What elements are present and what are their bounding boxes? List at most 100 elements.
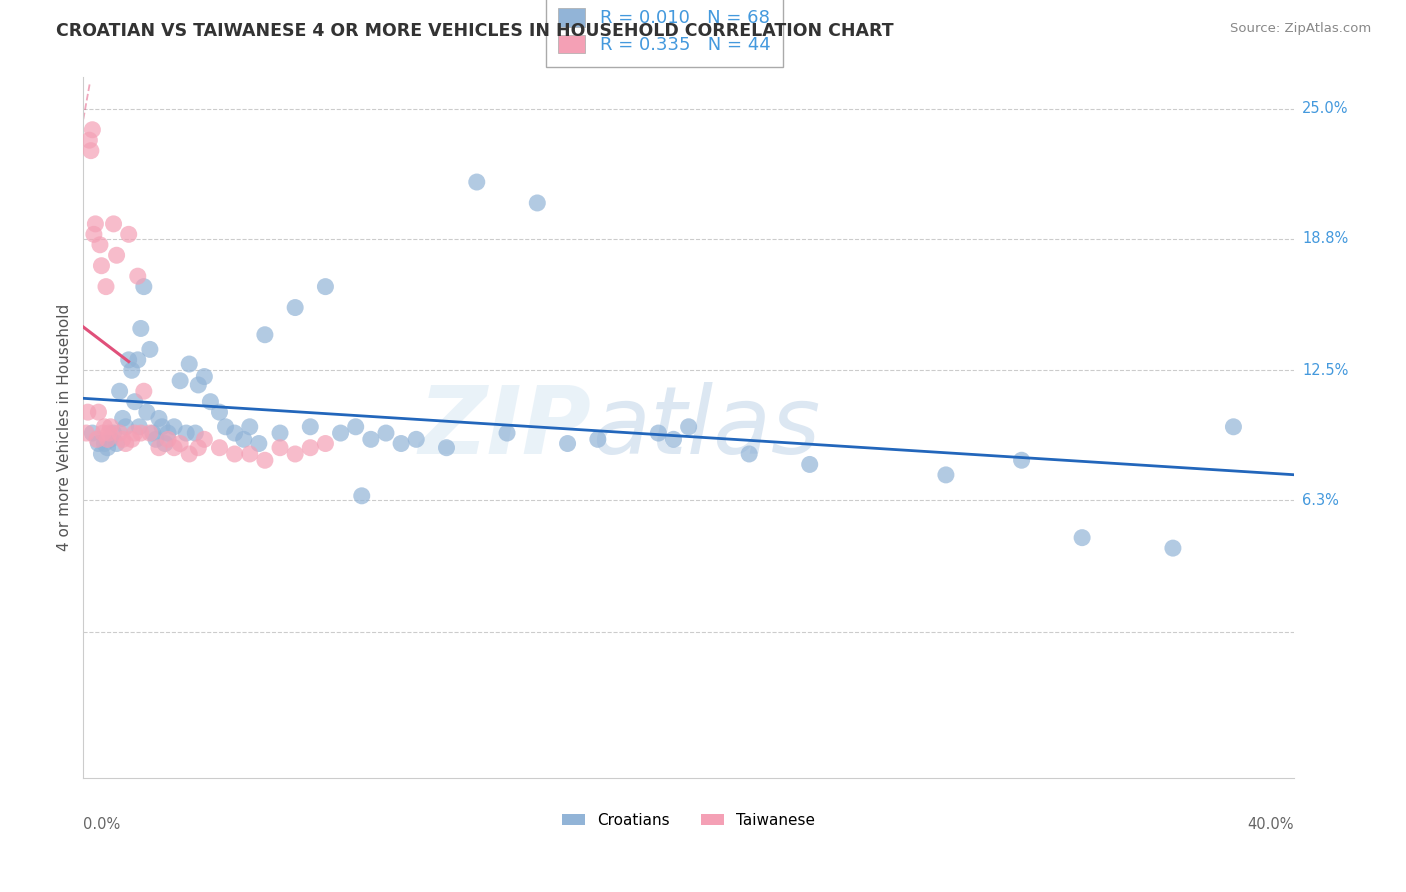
Legend: Croatians, Taiwanese: Croatians, Taiwanese xyxy=(557,806,821,834)
Point xyxy=(105,436,128,450)
Point xyxy=(129,321,152,335)
Text: atlas: atlas xyxy=(592,383,820,474)
Point xyxy=(111,433,134,447)
Point xyxy=(121,433,143,447)
Point xyxy=(269,441,291,455)
Point xyxy=(108,425,131,440)
Point xyxy=(127,352,149,367)
Point xyxy=(269,425,291,440)
Point xyxy=(314,436,336,450)
Point xyxy=(128,419,150,434)
Point xyxy=(90,259,112,273)
Point xyxy=(935,467,957,482)
Text: 12.5%: 12.5% xyxy=(1302,363,1348,378)
Point xyxy=(163,441,186,455)
Point xyxy=(80,144,103,158)
Point xyxy=(208,441,231,455)
Point xyxy=(124,394,146,409)
Point xyxy=(84,217,107,231)
Point xyxy=(496,425,519,440)
Point xyxy=(465,175,488,189)
Point xyxy=(82,425,104,440)
Point xyxy=(187,441,209,455)
Point xyxy=(389,436,412,450)
Point xyxy=(150,419,173,434)
Point xyxy=(100,419,122,434)
Point xyxy=(82,122,104,136)
Text: ZIP: ZIP xyxy=(419,382,592,474)
Y-axis label: 4 or more Vehicles in Household: 4 or more Vehicles in Household xyxy=(58,304,72,551)
Point xyxy=(86,433,108,447)
Point xyxy=(647,425,669,440)
Point xyxy=(129,425,152,440)
Point xyxy=(157,425,180,440)
Point xyxy=(103,217,125,231)
Text: CROATIAN VS TAIWANESE 4 OR MORE VEHICLES IN HOUSEHOLD CORRELATION CHART: CROATIAN VS TAIWANESE 4 OR MORE VEHICLES… xyxy=(56,22,894,40)
Point xyxy=(157,433,180,447)
Point xyxy=(108,384,131,399)
Text: 18.8%: 18.8% xyxy=(1302,231,1348,246)
Point xyxy=(1071,531,1094,545)
Point xyxy=(142,425,165,440)
Point xyxy=(247,436,270,450)
Point xyxy=(93,436,115,450)
Point xyxy=(87,405,110,419)
Point xyxy=(329,425,352,440)
Point xyxy=(96,441,118,455)
Point xyxy=(360,433,382,447)
Point xyxy=(738,447,761,461)
Point xyxy=(76,405,98,419)
Point xyxy=(350,489,373,503)
Point xyxy=(193,369,215,384)
Point xyxy=(96,433,118,447)
Point xyxy=(124,425,146,440)
Text: 0.0%: 0.0% xyxy=(83,817,121,831)
Point xyxy=(193,433,215,447)
Point xyxy=(526,196,548,211)
Point xyxy=(114,419,136,434)
Point xyxy=(145,433,167,447)
Point xyxy=(799,458,821,472)
Point xyxy=(79,133,101,147)
Point xyxy=(91,425,114,440)
Point xyxy=(232,433,254,447)
Point xyxy=(253,453,276,467)
Point xyxy=(1222,419,1244,434)
Point xyxy=(148,441,170,455)
Point xyxy=(662,433,685,447)
Text: 40.0%: 40.0% xyxy=(1247,817,1294,831)
Point xyxy=(114,436,136,450)
Point xyxy=(208,405,231,419)
Point xyxy=(100,433,122,447)
Point xyxy=(135,405,157,419)
Point xyxy=(214,419,236,434)
Point xyxy=(375,425,398,440)
Point xyxy=(436,441,458,455)
Point xyxy=(139,425,162,440)
Point xyxy=(163,419,186,434)
Point xyxy=(118,352,141,367)
Point xyxy=(118,227,141,242)
Point xyxy=(132,279,155,293)
Point xyxy=(557,436,579,450)
Point xyxy=(139,343,162,357)
Point xyxy=(153,436,176,450)
Point xyxy=(184,425,207,440)
Point xyxy=(299,441,322,455)
Point xyxy=(94,279,117,293)
Point xyxy=(239,419,262,434)
Point xyxy=(127,269,149,284)
Point xyxy=(93,419,115,434)
Point xyxy=(405,433,427,447)
Point xyxy=(174,425,197,440)
Point xyxy=(83,227,105,242)
Point xyxy=(586,433,609,447)
Point xyxy=(224,425,246,440)
Point xyxy=(179,357,201,371)
Point xyxy=(179,447,201,461)
Point xyxy=(90,447,112,461)
Point xyxy=(1011,453,1033,467)
Point xyxy=(284,447,307,461)
Point xyxy=(121,363,143,377)
Point xyxy=(105,248,128,262)
